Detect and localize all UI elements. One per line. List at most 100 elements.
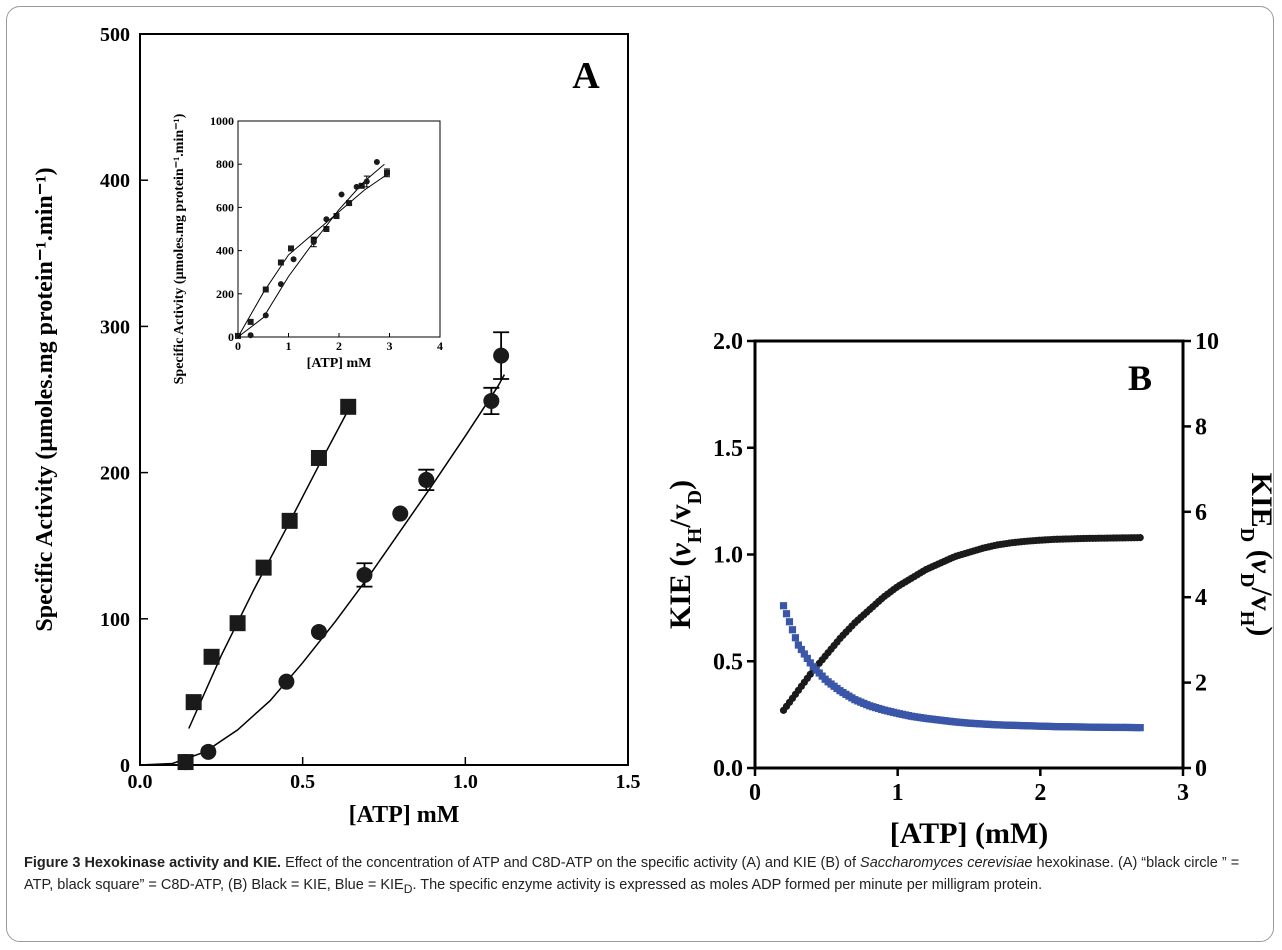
caption-text-3: . The specific enzyme activity is expres… — [412, 877, 1043, 893]
inset-y-tick-label: 400 — [216, 244, 234, 258]
inset-point-square — [333, 213, 340, 220]
panel-a-point-circle — [278, 673, 295, 690]
inset-y-tick-label: 1000 — [210, 114, 234, 128]
inset-x-tick-label: 1 — [286, 339, 292, 353]
inset-point-circle — [363, 178, 370, 185]
panel-a-label: A — [572, 55, 600, 97]
panel-a-point-circle — [392, 505, 409, 522]
panel-b-x-tick-label: 3 — [1177, 780, 1189, 806]
panel-a-point-square — [229, 615, 246, 632]
panel-b: 0 1 2 3 0.0 0.5 1.0 1.5 2.0 0 2 4 6 8 10 [ATP] (mM) KIE … — [664, 329, 1278, 850]
inset-point-square — [323, 226, 330, 232]
inset-point-square — [277, 259, 284, 266]
inset-point-circle — [262, 312, 269, 319]
panel-b-left-y-tick-label: 1.5 — [713, 436, 743, 462]
panel-b-x-tick-label: 2 — [1034, 780, 1046, 806]
panel-b-label: B — [1128, 358, 1152, 398]
panel-b-point-kie-d — [788, 626, 797, 634]
panel-b-x-tick-label: 0 — [749, 780, 761, 806]
inset-point-circle — [290, 256, 297, 263]
caption-title-separator: . — [277, 855, 282, 871]
panel-b-right-y-tick-label: 4 — [1195, 585, 1207, 611]
panel-b-x-axis-label: [ATP] (mM) — [890, 817, 1049, 850]
inset-fit-line-circle — [237, 163, 385, 338]
inset-point-circle — [323, 216, 330, 223]
panel-b-left-y-tick-label: 0.0 — [713, 756, 743, 782]
panel-a-point-circle — [200, 743, 217, 760]
caption-title: Hexokinase activity and KIE — [84, 855, 278, 871]
caption-text-2: hexokinase. (A) “black circle ” = ATP, b… — [24, 855, 1240, 893]
panel-a-x-tick-label: 1.5 — [616, 771, 641, 793]
panel-b-point-kie-d — [782, 610, 791, 618]
inset-point-circle — [247, 332, 254, 339]
inset-point-square — [262, 286, 269, 293]
inset-point-square — [346, 200, 353, 207]
panel-b-right-y-axis-label: KIED (vD/vH) — [1236, 473, 1278, 637]
panel-b-right-y-tick-label: 2 — [1195, 671, 1207, 697]
panel-a-point-circle — [483, 392, 500, 409]
inset-y-axis-label: Specific Activity (μmoles.mg protein⁻¹.m… — [172, 113, 187, 384]
panel-b-right-y-tick-label: 6 — [1195, 500, 1207, 526]
panel-b-point-kie-d — [785, 618, 794, 626]
panel-a-point-circle — [493, 347, 510, 364]
inset-x-tick-label: 2 — [336, 339, 342, 353]
panel-a-y-tick-label: 500 — [100, 24, 130, 46]
panel-b-point-kie-d — [779, 602, 788, 610]
inset-point-square — [383, 169, 390, 176]
panel-b-right-y-tick-label: 10 — [1195, 329, 1219, 355]
panel-a-point-circle — [310, 623, 327, 640]
panel-a-x-axis-label: [ATP] mM — [349, 802, 460, 828]
inset-fit-line-square — [237, 172, 390, 338]
panel-a-y-tick-label: 400 — [100, 170, 130, 192]
panel-b-point-kie-d — [1136, 724, 1144, 732]
panel-a-point-square — [281, 512, 298, 529]
caption-figure-label: Figure 3 — [24, 855, 81, 871]
inset-x-axis-label: [ATP] mM — [307, 356, 372, 371]
panel-b-point-kie-d — [800, 650, 808, 658]
panel-b-point-kie-d — [794, 641, 802, 649]
inset-point-square — [288, 245, 295, 252]
figure-frame — [6, 6, 1274, 942]
panel-b-x-tick-label: 1 — [892, 780, 904, 806]
panel-a-point-circle — [177, 754, 194, 771]
panel-b-point-kie-d — [806, 659, 814, 667]
caption-species: Saccharomyces cerevisiae — [860, 855, 1033, 871]
inset-x-tick-label: 4 — [437, 339, 443, 353]
inset-point-circle — [338, 191, 345, 198]
panel-a-point-square — [203, 648, 220, 665]
panel-a-point-circle — [418, 471, 435, 488]
panel-a-axes-frame — [139, 33, 629, 766]
panel-a-point-square — [340, 398, 357, 415]
inset-point-circle — [373, 159, 380, 166]
panel-a-inset: 0 1 2 3 4 0 200 400 600 800 1000 [ATP] mM Specific A… — [172, 113, 443, 384]
caption-subscript-d: D — [403, 881, 413, 896]
inset-y-tick-label: 200 — [216, 287, 234, 301]
panel-a-point-square — [185, 694, 202, 711]
panel-b-point-kie-d — [791, 634, 800, 642]
panel-b-left-y-axis-label: KIE (vH/vD) — [664, 480, 706, 629]
panel-b-left-y-tick-label: 1.0 — [713, 543, 743, 569]
inset-x-tick-label: 0 — [235, 339, 241, 353]
inset-axes-frame — [237, 120, 441, 338]
panel-b-point-kie — [1136, 534, 1144, 542]
panel-b-left-y-tick-label: 2.0 — [713, 329, 743, 355]
panel-a-y-tick-label: 0 — [120, 755, 130, 777]
panel-b-right-y-tick-label: 8 — [1195, 414, 1207, 440]
inset-y-tick-label: 0 — [228, 330, 234, 344]
panel-a-point-square — [255, 559, 272, 576]
inset-point-circle — [310, 238, 317, 245]
figure-caption: Figure 3 Hexokinase activity and KIE. Ef… — [24, 852, 1264, 900]
panel-b-right-y-tick-label: 0 — [1195, 756, 1207, 782]
panel-a-x-tick-label: 1.0 — [453, 771, 478, 793]
panel-b-left-y-tick-label: 0.5 — [713, 649, 743, 675]
panel-b-point-kie-d — [797, 645, 805, 654]
panel-a-y-tick-label: 200 — [100, 463, 130, 485]
panel-a-x-tick-label: 0.0 — [128, 771, 153, 793]
inset-point-square — [358, 182, 365, 189]
panel-a-x-tick-label: 0.5 — [290, 771, 315, 793]
panel-a-point-circle — [356, 566, 373, 583]
inset-point-square — [247, 318, 254, 325]
caption-text-1: Effect of the concentration of ATP and C… — [281, 855, 861, 871]
